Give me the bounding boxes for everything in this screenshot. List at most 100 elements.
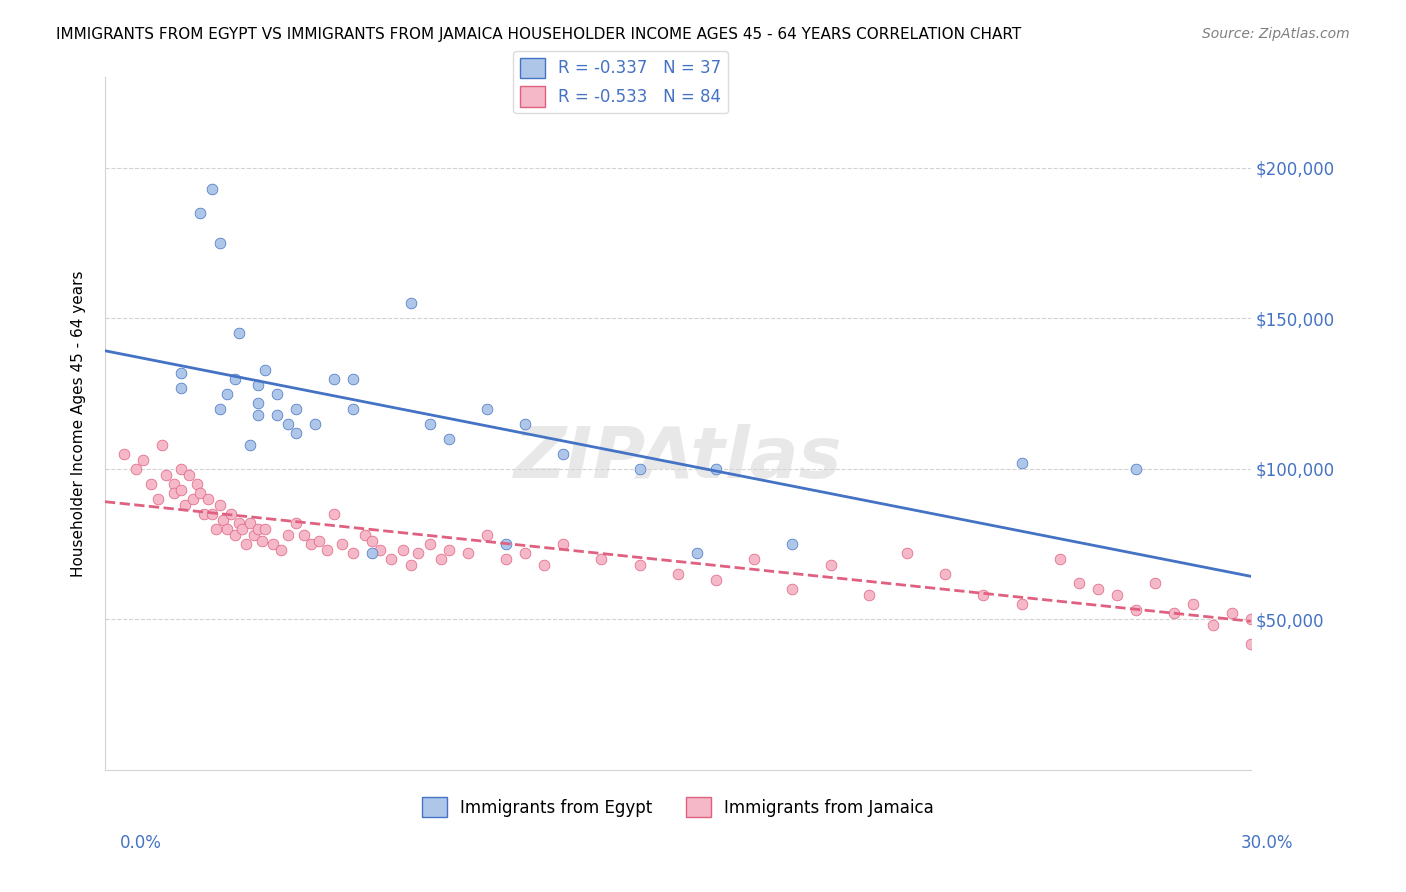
Point bbox=[246, 522, 269, 536]
Point bbox=[628, 462, 651, 476]
Point bbox=[239, 438, 262, 452]
Point bbox=[148, 491, 170, 506]
Text: IMMIGRANTS FROM EGYPT VS IMMIGRANTS FROM JAMAICA HOUSEHOLDER INCOME AGES 45 - 64: IMMIGRANTS FROM EGYPT VS IMMIGRANTS FROM… bbox=[56, 27, 1022, 42]
Point bbox=[150, 438, 173, 452]
Point bbox=[353, 528, 375, 542]
Point bbox=[1011, 456, 1033, 470]
Point bbox=[284, 425, 307, 440]
Point bbox=[208, 498, 231, 512]
Point bbox=[139, 477, 162, 491]
Point bbox=[208, 235, 231, 250]
Point bbox=[437, 432, 460, 446]
Point bbox=[368, 543, 391, 558]
Point bbox=[858, 588, 880, 602]
Point bbox=[239, 516, 262, 530]
Point bbox=[342, 401, 364, 416]
Point bbox=[132, 453, 155, 467]
Point bbox=[170, 462, 193, 476]
Point bbox=[266, 386, 288, 401]
Text: ZIPAtlas: ZIPAtlas bbox=[513, 424, 842, 493]
Point bbox=[181, 491, 204, 506]
Point bbox=[284, 516, 307, 530]
Point bbox=[553, 537, 575, 551]
Point bbox=[666, 567, 689, 582]
Point bbox=[170, 483, 193, 497]
Point bbox=[262, 537, 284, 551]
Point bbox=[270, 543, 292, 558]
Point bbox=[246, 377, 269, 392]
Point bbox=[553, 447, 575, 461]
Point bbox=[495, 552, 517, 566]
Point bbox=[1125, 603, 1147, 617]
Point bbox=[217, 386, 239, 401]
Point bbox=[1220, 607, 1243, 621]
Point bbox=[190, 486, 212, 500]
Point bbox=[419, 417, 441, 431]
Point bbox=[704, 462, 727, 476]
Point bbox=[170, 366, 193, 380]
Point bbox=[896, 546, 918, 560]
Point bbox=[277, 417, 299, 431]
Point bbox=[972, 588, 994, 602]
Point bbox=[186, 477, 208, 491]
Point bbox=[299, 537, 322, 551]
Point bbox=[399, 558, 422, 573]
Point bbox=[163, 486, 186, 500]
Point bbox=[342, 546, 364, 560]
Point bbox=[686, 546, 709, 560]
Point bbox=[628, 558, 651, 573]
Point bbox=[342, 371, 364, 385]
Point bbox=[254, 522, 277, 536]
Point bbox=[112, 447, 135, 461]
Point bbox=[250, 534, 273, 549]
Point bbox=[742, 552, 765, 566]
Point bbox=[704, 574, 727, 588]
Point bbox=[782, 582, 804, 597]
Point bbox=[475, 528, 498, 542]
Point bbox=[1011, 598, 1033, 612]
Point bbox=[292, 528, 315, 542]
Point bbox=[1144, 576, 1167, 591]
Point bbox=[228, 516, 250, 530]
Y-axis label: Householder Income Ages 45 - 64 years: Householder Income Ages 45 - 64 years bbox=[72, 270, 86, 577]
Point bbox=[392, 543, 415, 558]
Point bbox=[201, 507, 224, 521]
Point bbox=[361, 534, 384, 549]
Point bbox=[197, 491, 219, 506]
Point bbox=[495, 537, 517, 551]
Point bbox=[224, 371, 246, 385]
Point bbox=[155, 467, 177, 482]
Point bbox=[208, 401, 231, 416]
Point bbox=[323, 371, 346, 385]
Point bbox=[399, 296, 422, 310]
Point bbox=[163, 477, 186, 491]
Text: Source: ZipAtlas.com: Source: ZipAtlas.com bbox=[1202, 27, 1350, 41]
Legend: Immigrants from Egypt, Immigrants from Jamaica: Immigrants from Egypt, Immigrants from J… bbox=[415, 790, 941, 824]
Point bbox=[235, 537, 257, 551]
Point bbox=[277, 528, 299, 542]
Point bbox=[475, 401, 498, 416]
Point bbox=[1049, 552, 1071, 566]
Point bbox=[1240, 612, 1263, 626]
Point bbox=[513, 417, 536, 431]
Point bbox=[246, 408, 269, 422]
Point bbox=[437, 543, 460, 558]
Point bbox=[782, 537, 804, 551]
Point bbox=[193, 507, 215, 521]
Point bbox=[190, 206, 212, 220]
Point bbox=[177, 467, 200, 482]
Point bbox=[820, 558, 842, 573]
Point bbox=[1087, 582, 1109, 597]
Point bbox=[591, 552, 613, 566]
Point bbox=[246, 395, 269, 409]
Point bbox=[243, 528, 266, 542]
Point bbox=[204, 522, 226, 536]
Point bbox=[217, 522, 239, 536]
Point bbox=[457, 546, 479, 560]
Point bbox=[533, 558, 555, 573]
Point bbox=[1067, 576, 1090, 591]
Point bbox=[212, 513, 235, 527]
Point bbox=[201, 182, 224, 196]
Point bbox=[228, 326, 250, 341]
Point bbox=[513, 546, 536, 560]
